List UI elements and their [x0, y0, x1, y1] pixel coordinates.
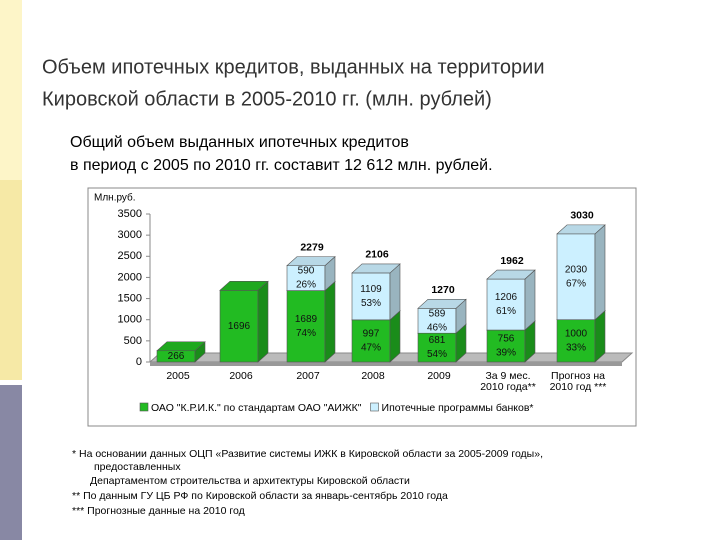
share-label: 46% [427, 322, 447, 333]
legend-swatch [370, 402, 379, 412]
x-tick-label: 2007 [296, 370, 320, 382]
x-tick-label: 2006 [229, 370, 253, 382]
share-label: 74% [296, 328, 316, 339]
bar-segment [351, 319, 391, 363]
bar-segment [556, 319, 596, 363]
y-tick-label: 500 [124, 335, 142, 347]
legend-label: Ипотечные программы банков* [382, 402, 534, 414]
share-label: 67% [566, 278, 586, 289]
bar-top [219, 280, 269, 291]
floor-front [150, 362, 622, 366]
legend-label: ОАО "К.Р.И.К." по стандартам ОАО "АИЖК" [151, 402, 362, 414]
x-tick-label: 2009 [427, 370, 451, 382]
value-label: 589 [429, 308, 446, 319]
subtitle: в период с 2005 по 2010 гг. составит 12 … [70, 157, 493, 174]
footnote: Департаментом строительства и архитектур… [90, 475, 410, 487]
y-label: Млн.руб. [94, 192, 136, 204]
title: Объем ипотечных кредитов, выданных на те… [42, 56, 545, 78]
bar-side [524, 269, 536, 331]
x-tick-label: 2010 год *** [550, 381, 607, 393]
total-label: 2279 [300, 241, 324, 253]
value-label: 1696 [228, 321, 251, 332]
bar-top [486, 269, 536, 280]
value-label: 2030 [565, 264, 588, 275]
value-label: 1206 [495, 292, 518, 303]
share-label: 54% [427, 349, 447, 360]
side-strip [0, 0, 22, 180]
share-label: 26% [296, 280, 316, 291]
bar-segment [219, 289, 259, 363]
y-tick-label: 3000 [118, 229, 142, 241]
footnote: *** Прогнозные данные на 2010 год [72, 505, 245, 517]
bar-top [556, 224, 606, 235]
total-label: 2106 [365, 249, 389, 261]
bar-side [594, 224, 606, 321]
bar-segment [351, 272, 391, 321]
share-label: 39% [496, 348, 516, 359]
bar-top [286, 256, 336, 266]
title: Кировской области в 2005-2010 гг. (млн. … [42, 88, 492, 110]
total-label: 1962 [500, 255, 524, 267]
share-label: 61% [496, 306, 516, 317]
total-label: 1270 [431, 284, 455, 296]
y-tick-label: 3500 [118, 208, 142, 220]
bar-segment [486, 278, 526, 331]
footnote: * На основании данных ОЦП «Развитие сист… [72, 448, 543, 460]
value-label: 1689 [295, 314, 318, 325]
value-label: 590 [298, 266, 315, 277]
chart: 0 500 1000 1500 2000 2500 3000 3500 266 2005 1696 2… [118, 208, 634, 414]
share-label: 53% [361, 298, 381, 309]
bar-segment [486, 329, 526, 363]
x-tick-label: 2005 [166, 370, 190, 382]
value-label: 1109 [360, 284, 382, 295]
footnote: ** По данным ГУ ЦБ РФ по Кировской облас… [72, 490, 448, 502]
x-tick-label: Прогноз на [551, 370, 605, 382]
x-tick-label: 2010 года** [480, 381, 536, 393]
value-label: 756 [498, 334, 515, 345]
bar-side [324, 280, 336, 363]
x-tick-label: За 9 мес. [485, 370, 530, 382]
y-tick-label: 2500 [118, 250, 142, 262]
value-label: 266 [168, 351, 185, 362]
bar-top [156, 341, 206, 352]
bar-segment [417, 307, 457, 334]
value-label: 1000 [565, 328, 588, 339]
subtitle: Общий объем выданных ипотечных кредитов [70, 134, 409, 151]
bar-segment [286, 265, 326, 291]
share-label: 33% [566, 342, 586, 353]
value-label: 681 [429, 335, 446, 346]
bar-side [257, 280, 269, 363]
legend-swatch [139, 402, 149, 412]
y-tick-label: 1000 [118, 314, 142, 326]
footnote: предоставленных [94, 461, 181, 473]
side-strip [0, 385, 22, 540]
y-tick-label: 1500 [118, 292, 142, 304]
bar-segment [286, 290, 326, 363]
total-label: 3030 [570, 210, 594, 222]
y-tick-label: 2000 [118, 271, 142, 283]
bar-top [351, 263, 401, 274]
x-tick-label: 2008 [361, 370, 385, 382]
y-tick-label: 0 [136, 356, 142, 368]
bar-side [389, 263, 401, 321]
share-label: 47% [361, 343, 381, 354]
value-label: 997 [363, 329, 380, 340]
bar-segment [556, 233, 596, 321]
bar-top [417, 298, 467, 309]
side-strip [0, 180, 22, 380]
